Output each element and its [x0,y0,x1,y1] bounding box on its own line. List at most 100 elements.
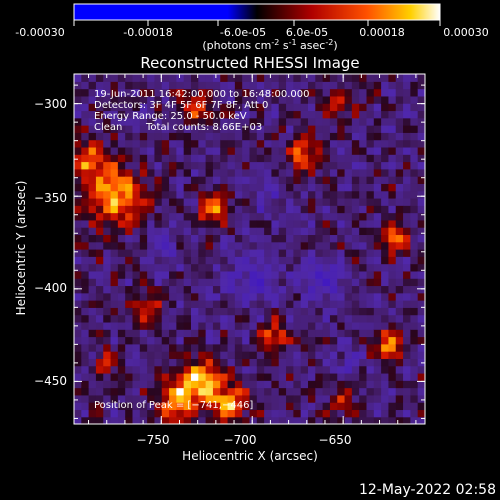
heatmap-cell [88,227,97,236]
heatmap-cell [74,74,82,82]
heatmap-cell [212,351,221,359]
heatmap-cell [110,88,119,97]
heatmap-cell [132,351,141,359]
heatmap-cell [329,88,338,97]
heatmap-cell [154,197,163,206]
heatmap-cell [81,205,90,214]
heatmap-cell [161,314,170,323]
heatmap-cell [125,343,134,352]
heatmap-cell [147,227,156,236]
heatmap-cell [220,329,229,338]
y-tick-label: −350 [34,191,67,205]
heatmap-cell [139,278,148,287]
heatmap-cell [103,263,112,272]
heatmap-cell [337,139,346,148]
heatmap-cell [278,394,287,403]
heatmap-cell [337,168,346,177]
heatmap-cell [344,197,353,206]
heatmap-cell [220,219,229,228]
heatmap-cell [234,372,243,381]
heatmap-cell [344,402,353,411]
heatmap-cell [183,358,192,367]
heatmap-cell [395,394,404,403]
heatmap-cell [117,263,126,272]
heatmap-cell [88,132,97,141]
heatmap-cell [139,139,148,148]
heatmap-cell [264,329,273,338]
heatmap-cell [161,343,170,352]
heatmap-cell [227,212,236,221]
heatmap-cell [183,212,192,221]
heatmap-cell [132,219,141,228]
heatmap-cell [403,285,411,294]
heatmap-cell [286,329,294,338]
heatmap-cell [388,190,397,199]
heatmap-cell [351,263,360,272]
heatmap-cell [286,219,294,228]
heatmap-cell [132,256,141,265]
heatmap-cell [81,227,90,236]
heatmap-cell [234,263,243,272]
heatmap-cell [125,285,134,294]
heatmap-cell [344,343,353,352]
heatmap-cell [264,212,273,221]
heatmap-cell [249,219,258,228]
heatmap-cell [308,110,316,119]
heatmap-cell [169,321,177,330]
heatmap-cell [154,205,163,214]
heatmap-cell [176,139,185,148]
heatmap-cell [278,183,287,192]
heatmap-cell [344,358,353,367]
heatmap-cell [95,219,104,228]
heatmap-cell [293,372,302,381]
heatmap-cell [139,117,148,126]
heatmap-cell [249,278,258,287]
heatmap-cell [381,256,390,265]
heatmap-cell [125,219,134,228]
heatmap-cell [176,300,185,308]
annotation-energy-range: Energy Range: 25.0 - 50.0 keV [94,111,247,122]
heatmap-cell [110,154,119,163]
heatmap-cell [388,256,397,265]
heatmap-cell [183,205,192,214]
heatmap-cell [286,372,294,381]
heatmap-cell [264,103,273,112]
heatmap-cell [191,95,199,104]
heatmap-cell [308,263,316,272]
heatmap-cell [95,81,104,90]
heatmap-cell [344,227,353,236]
heatmap-cell [366,219,375,228]
heatmap-cell [366,402,375,411]
heatmap-cell [139,132,148,141]
heatmap-cell [191,103,199,112]
heatmap-cell [198,110,207,119]
heatmap-cell [322,372,331,381]
heatmap-cell [242,270,251,279]
heatmap-cell [300,402,309,411]
heatmap-cell [110,270,119,279]
heatmap-cell [234,219,243,228]
heatmap-cell [198,117,207,126]
heatmap-cell [74,343,82,352]
heatmap-cell [132,249,141,257]
heatmap-cell [110,132,119,141]
heatmap-cell [410,409,419,418]
colorbar-gradient [73,3,441,21]
heatmap-cell [256,125,265,133]
heatmap-cell [154,117,163,126]
heatmap-cell [359,329,368,338]
heatmap-cell [308,372,316,381]
heatmap-cell [256,74,265,82]
heatmap-cell [212,161,221,170]
heatmap-cell [161,372,170,381]
heatmap-cell [388,176,397,184]
heatmap-cell [220,110,229,119]
heatmap-cell [410,88,419,97]
heatmap-cell [308,380,316,389]
heatmap-cell [249,270,258,279]
heatmap-cell [81,358,90,367]
heatmap-cell [95,241,104,250]
heatmap-cell [278,321,287,330]
heatmap-cell [161,117,170,126]
heatmap-cell [147,190,156,199]
